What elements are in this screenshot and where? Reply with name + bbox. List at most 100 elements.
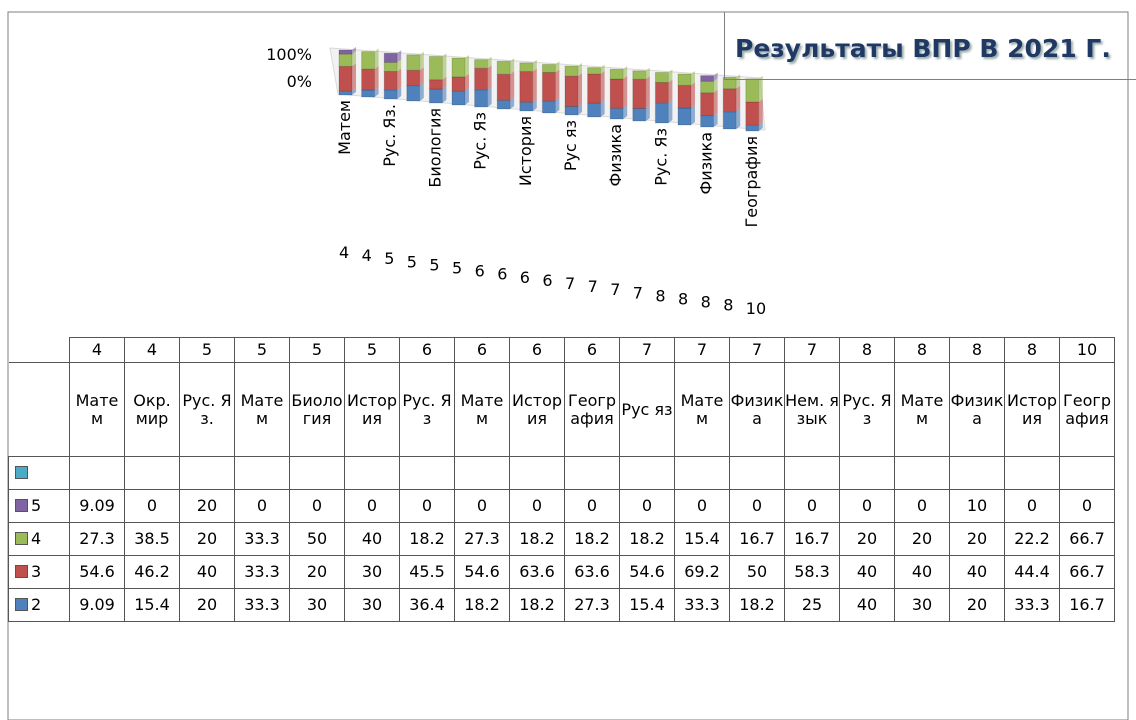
bar-side xyxy=(510,58,515,75)
bar-side xyxy=(736,85,741,112)
chart-title: Результаты ВПР В 2021 Г. xyxy=(724,12,1136,80)
table-cell: 8 xyxy=(1004,337,1060,363)
table-cell: 40 xyxy=(344,522,400,556)
bar-side xyxy=(668,69,673,83)
y-tick-label: 100% xyxy=(266,45,312,64)
legend-key xyxy=(15,499,28,512)
table-cell: Матем xyxy=(234,362,290,457)
table-cell: Биология xyxy=(289,362,345,457)
bar-segment xyxy=(361,68,376,91)
table-cell: 8 xyxy=(894,337,950,363)
table-cell xyxy=(784,456,840,490)
x-group-label: 8 xyxy=(701,293,711,312)
x-tick-label: Биология xyxy=(425,108,444,188)
bar-side xyxy=(419,51,424,71)
bar-side xyxy=(600,100,605,117)
x-group-label: 5 xyxy=(452,259,462,278)
bar-segment xyxy=(722,88,737,113)
table-cell: 6 xyxy=(564,337,620,363)
bar-segment xyxy=(383,52,398,63)
bar-segment xyxy=(654,102,669,124)
table-cell: 8 xyxy=(839,337,895,363)
legend-key xyxy=(15,466,28,479)
x-tick-label: Рус яз xyxy=(561,120,580,171)
x-tick-label: Матем xyxy=(335,100,354,155)
table-cell xyxy=(509,456,565,490)
legend-label: 5 xyxy=(31,496,42,515)
table-cell: 33.3 xyxy=(1004,588,1060,622)
x-tick-label: Физика xyxy=(697,132,716,195)
table-cell: 66.7 xyxy=(1059,522,1115,556)
bar-side xyxy=(713,78,718,93)
bar-segment xyxy=(541,100,556,114)
table-cell: 18.2 xyxy=(729,588,785,622)
table-cell: 0 xyxy=(289,489,345,523)
table-row: Матем Окр. мир Рус. Яз. Матем Биология Истори… xyxy=(8,362,1115,457)
table-cell: 20 xyxy=(289,555,345,589)
table-cell: 27.3 xyxy=(564,588,620,622)
bar-segment xyxy=(428,88,443,104)
bar-segment xyxy=(745,78,760,103)
table-cell: Окр. мир xyxy=(124,362,180,457)
table-cell: 0 xyxy=(784,489,840,523)
bar-side xyxy=(397,59,402,72)
table-cell: 38.5 xyxy=(124,522,180,556)
bar-side xyxy=(465,73,469,91)
bar-side xyxy=(352,87,356,95)
bar-segment xyxy=(338,49,353,55)
table-cell: 18.2 xyxy=(454,588,510,622)
table-cell: 33.3 xyxy=(234,588,290,622)
table-cell: 50 xyxy=(289,522,345,556)
bar-segment xyxy=(519,62,534,73)
table-cell xyxy=(399,456,455,490)
x-tick-label: Рус. Яз xyxy=(651,128,670,186)
bar-segment xyxy=(700,80,715,94)
x-group-label: 4 xyxy=(339,243,349,262)
bar-segment xyxy=(451,76,466,92)
table-cell: 18.2 xyxy=(509,588,565,622)
bar-side xyxy=(419,67,424,86)
table-cell xyxy=(1004,456,1060,490)
legend-cell: 4 xyxy=(8,522,70,556)
x-group-label: 7 xyxy=(588,277,598,296)
bar-segment xyxy=(406,85,421,102)
bar-side xyxy=(758,122,763,131)
bar-side xyxy=(532,99,537,111)
bar-segment xyxy=(541,63,556,74)
table-cell: 40 xyxy=(839,555,895,589)
legend-cell: 5 xyxy=(8,489,70,523)
table-cell: 7 xyxy=(729,337,785,363)
bar-side xyxy=(487,65,492,90)
table-cell: 25 xyxy=(784,588,840,622)
table-cell: 9.09 xyxy=(69,588,125,622)
bar-segment xyxy=(632,78,647,109)
x-group-label: 8 xyxy=(678,290,688,309)
bar-side xyxy=(736,108,741,129)
x-tick-label: Рус. Яз xyxy=(471,112,490,170)
table-cell: 0 xyxy=(894,489,950,523)
table-cell: 16.7 xyxy=(729,522,785,556)
table-cell: Нем. язык xyxy=(784,362,840,457)
table-cell: 7 xyxy=(619,337,675,363)
table-row: 4 4 5 5 5 5 6 6 6 6 7 7 7 7 8 8 8 8 10 xyxy=(9,337,1115,363)
legend-label: 4 xyxy=(31,529,42,548)
y-tick-label: 0% xyxy=(287,72,312,91)
bar-side xyxy=(623,75,628,109)
bar-side xyxy=(578,63,582,77)
table-cell: 0 xyxy=(729,489,785,523)
bar-segment xyxy=(745,124,760,132)
x-group-label: 5 xyxy=(407,252,417,271)
table-cell: История xyxy=(1004,362,1060,457)
bar-side xyxy=(691,71,695,86)
table-cell: 30 xyxy=(344,588,400,622)
bar-side xyxy=(555,97,560,113)
table-cell: 20 xyxy=(949,522,1005,556)
bar-segment xyxy=(361,51,376,70)
table-cell: 33.3 xyxy=(674,588,730,622)
table-cell xyxy=(69,456,125,490)
bar-segment xyxy=(338,53,353,67)
table-cell: 7 xyxy=(784,337,840,363)
bar-segment xyxy=(406,54,421,71)
bar-side xyxy=(397,86,402,99)
bar-segment xyxy=(654,71,669,84)
